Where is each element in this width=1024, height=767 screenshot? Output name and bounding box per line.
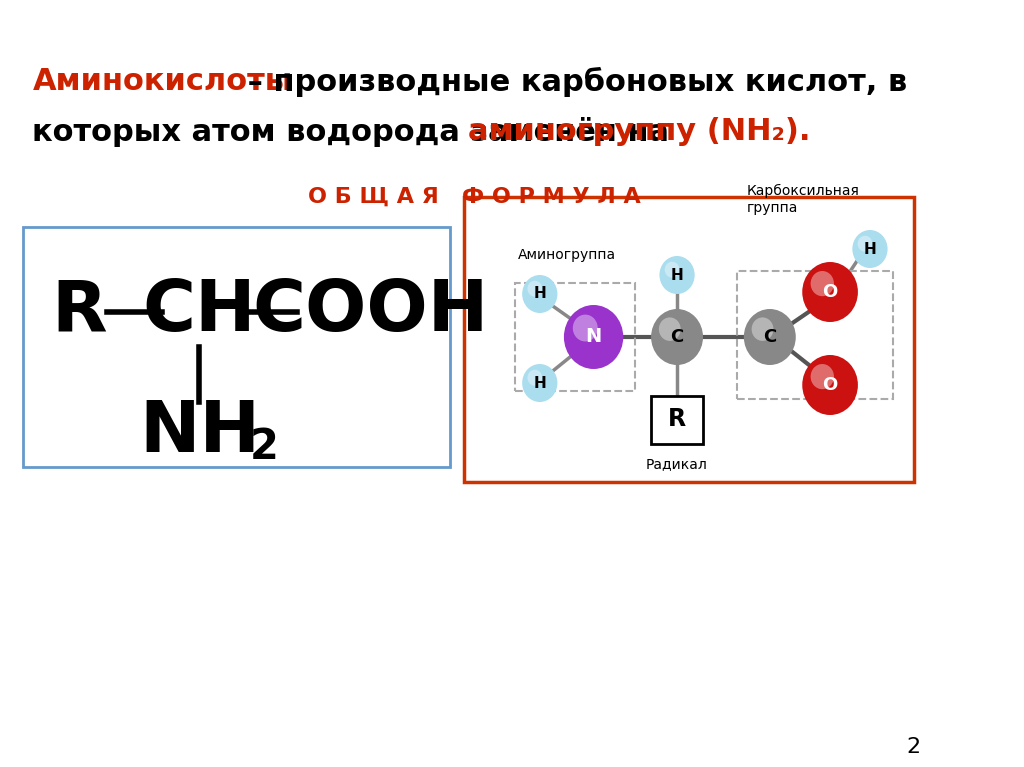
Text: O: O: [822, 376, 838, 394]
Circle shape: [564, 305, 624, 369]
Circle shape: [659, 256, 694, 294]
Text: COOH: COOH: [253, 278, 489, 347]
Circle shape: [802, 262, 858, 322]
Text: 2: 2: [906, 737, 921, 757]
Text: H: H: [534, 287, 546, 301]
Circle shape: [527, 370, 543, 386]
Text: R: R: [51, 278, 106, 347]
Text: O: O: [822, 283, 838, 301]
Circle shape: [522, 275, 557, 313]
Circle shape: [665, 262, 680, 278]
Text: О Б Щ А Я   Ф О Р М У Л А: О Б Щ А Я Ф О Р М У Л А: [308, 187, 641, 207]
Text: H: H: [534, 376, 546, 390]
FancyBboxPatch shape: [651, 396, 703, 444]
Text: N: N: [586, 328, 602, 347]
Circle shape: [651, 309, 703, 365]
Circle shape: [752, 318, 773, 341]
Text: аминогруппу (NH₂).: аминогруппу (NH₂).: [468, 117, 811, 146]
Circle shape: [852, 230, 888, 268]
Text: NH: NH: [139, 397, 260, 466]
Circle shape: [572, 314, 598, 341]
Circle shape: [802, 355, 858, 415]
FancyBboxPatch shape: [24, 227, 450, 467]
Text: H: H: [863, 242, 877, 256]
Circle shape: [658, 318, 681, 341]
Text: C: C: [763, 328, 776, 346]
Circle shape: [811, 364, 834, 389]
Text: R: R: [668, 407, 686, 431]
Text: H: H: [671, 268, 683, 282]
Circle shape: [522, 364, 557, 402]
Circle shape: [527, 281, 543, 297]
Circle shape: [858, 235, 872, 252]
Text: Карбоксильная
группа: Карбоксильная группа: [746, 183, 859, 215]
Text: которых атом водорода заменён на: которых атом водорода заменён на: [33, 117, 680, 147]
Text: Радикал: Радикал: [646, 457, 708, 471]
FancyBboxPatch shape: [464, 197, 913, 482]
Text: – производные карбоновых кислот, в: – производные карбоновых кислот, в: [237, 67, 907, 97]
Circle shape: [743, 309, 796, 365]
Text: Аминокислоты: Аминокислоты: [33, 67, 293, 97]
Text: C: C: [671, 328, 684, 346]
Text: Аминогруппа: Аминогруппа: [517, 248, 615, 262]
Text: 2: 2: [250, 426, 279, 468]
Text: CH: CH: [142, 278, 256, 347]
Circle shape: [811, 271, 834, 296]
